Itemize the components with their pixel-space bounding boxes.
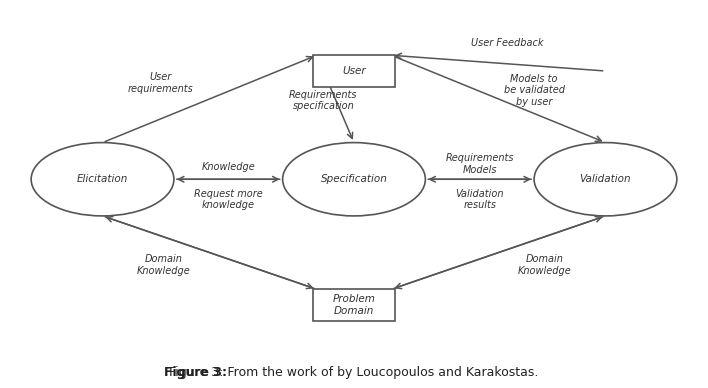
Text: Request more
knowledge: Request more knowledge (194, 189, 263, 210)
Text: Models to
be validated
by user: Models to be validated by user (503, 74, 564, 107)
Text: Validation: Validation (580, 174, 632, 184)
Text: Domain
Knowledge: Domain Knowledge (518, 254, 571, 275)
Text: Domain
Knowledge: Domain Knowledge (137, 254, 190, 275)
FancyBboxPatch shape (313, 289, 395, 320)
Ellipse shape (282, 142, 426, 216)
Text: Knowledge: Knowledge (201, 162, 255, 172)
Text: User: User (342, 66, 366, 76)
Text: Elicitation: Elicitation (77, 174, 128, 184)
Text: Requirements
Models: Requirements Models (445, 153, 514, 175)
Text: Requirements
specification: Requirements specification (289, 90, 358, 111)
Ellipse shape (534, 142, 677, 216)
Text: User Feedback: User Feedback (471, 38, 543, 48)
Text: Figure 3:: Figure 3: (164, 366, 227, 379)
Text: Figure 3: From the work of by Loucopoulos and Karakostas.: Figure 3: From the work of by Loucopoulo… (169, 366, 539, 379)
Ellipse shape (31, 142, 174, 216)
Text: Specification: Specification (321, 174, 387, 184)
Text: Problem
Domain: Problem Domain (333, 294, 375, 316)
Text: User
requirements: User requirements (127, 73, 193, 94)
Text: Validation
results: Validation results (455, 189, 504, 210)
FancyBboxPatch shape (313, 55, 395, 87)
